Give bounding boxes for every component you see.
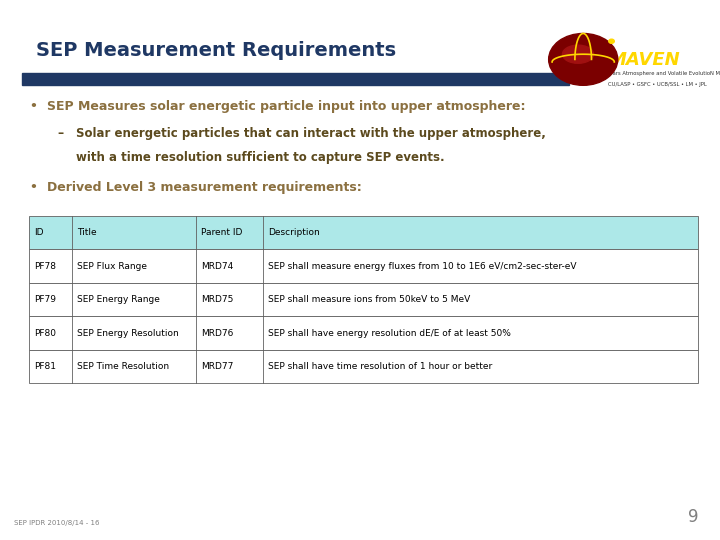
Text: SEP Measurement Requirements: SEP Measurement Requirements xyxy=(36,40,396,59)
Text: Description: Description xyxy=(268,228,320,237)
Text: –: – xyxy=(58,127,64,140)
Text: Title: Title xyxy=(77,228,97,237)
Bar xyxy=(29,283,698,316)
Text: ID: ID xyxy=(34,228,43,237)
Text: SEP shall measure ions from 50keV to 5 MeV: SEP shall measure ions from 50keV to 5 M… xyxy=(268,295,470,304)
Text: SEP Flux Range: SEP Flux Range xyxy=(77,262,148,271)
Text: with a time resolution sufficient to capture SEP events.: with a time resolution sufficient to cap… xyxy=(76,151,444,164)
Text: Parent ID: Parent ID xyxy=(201,228,243,237)
Text: PF81: PF81 xyxy=(34,362,56,371)
Text: MRD77: MRD77 xyxy=(201,362,233,371)
Text: SEP shall have energy resolution dE/E of at least 50%: SEP shall have energy resolution dE/E of… xyxy=(268,329,511,338)
Text: Mars Atmosphere and Volatile EvolutioN Mission: Mars Atmosphere and Volatile EvolutioN M… xyxy=(608,71,720,76)
Text: PF78: PF78 xyxy=(34,262,56,271)
Text: •: • xyxy=(29,181,37,194)
Text: SEP shall have time resolution of 1 hour or better: SEP shall have time resolution of 1 hour… xyxy=(268,362,492,371)
Text: MRD76: MRD76 xyxy=(201,329,233,338)
Text: PF79: PF79 xyxy=(34,295,56,304)
Text: Derived Level 3 measurement requirements:: Derived Level 3 measurement requirements… xyxy=(47,181,361,194)
Text: SEP IPDR 2010/8/14 - 16: SEP IPDR 2010/8/14 - 16 xyxy=(14,521,100,526)
Text: Solar energetic particles that can interact with the upper atmosphere,: Solar energetic particles that can inter… xyxy=(76,127,546,140)
Bar xyxy=(29,350,698,383)
Ellipse shape xyxy=(562,45,593,63)
Circle shape xyxy=(549,33,618,85)
Text: MRD75: MRD75 xyxy=(201,295,233,304)
Text: SEP Time Resolution: SEP Time Resolution xyxy=(77,362,169,371)
Text: SEP Measures solar energetic particle input into upper atmosphere:: SEP Measures solar energetic particle in… xyxy=(47,100,526,113)
Text: 9: 9 xyxy=(688,509,698,526)
Bar xyxy=(29,216,698,249)
Circle shape xyxy=(609,39,614,43)
Text: MRD74: MRD74 xyxy=(201,262,233,271)
Text: PF80: PF80 xyxy=(34,329,56,338)
Bar xyxy=(29,249,698,283)
Bar xyxy=(22,73,569,85)
Text: SEP shall measure energy fluxes from 10 to 1E6 eV/cm2-sec-ster-eV: SEP shall measure energy fluxes from 10 … xyxy=(268,262,577,271)
Text: SEP Energy Resolution: SEP Energy Resolution xyxy=(77,329,179,338)
Text: SEP Energy Range: SEP Energy Range xyxy=(77,295,161,304)
Bar xyxy=(29,316,698,350)
Text: •: • xyxy=(29,100,37,113)
Text: MAVEN: MAVEN xyxy=(608,51,680,69)
Text: CU/LASP • GSFC • UCB/SSL • LM • JPL: CU/LASP • GSFC • UCB/SSL • LM • JPL xyxy=(608,82,707,87)
